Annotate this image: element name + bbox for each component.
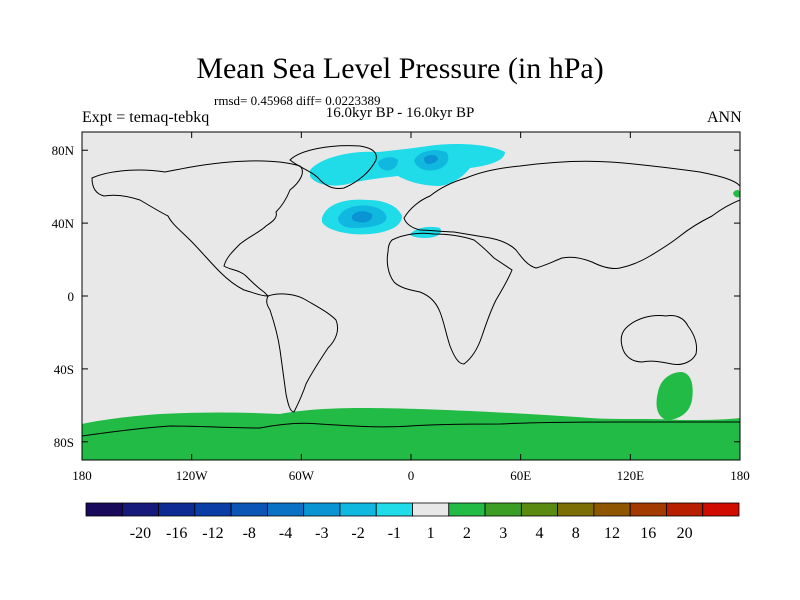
x-tick-label: 0 bbox=[408, 468, 415, 483]
colorbar-swatch bbox=[158, 502, 196, 517]
x-tick-label: 180 bbox=[730, 468, 750, 483]
colorbar-swatch bbox=[593, 502, 631, 517]
coastline-eurasia bbox=[403, 160, 740, 269]
colorbar-label: 4 bbox=[535, 525, 543, 542]
anomaly-south-indian bbox=[656, 372, 693, 420]
colorbar-swatch bbox=[557, 502, 595, 517]
colorbar-label: 3 bbox=[499, 525, 507, 542]
colorbar-swatch bbox=[520, 502, 559, 517]
colorbar-swatch bbox=[702, 502, 740, 517]
colorbar-label: 12 bbox=[604, 525, 620, 542]
colorbar-swatch bbox=[666, 502, 704, 517]
colorbar-swatch bbox=[629, 502, 667, 517]
colorbar-swatch bbox=[484, 502, 522, 517]
season-label: ANN bbox=[707, 109, 742, 126]
colorbar-swatch bbox=[85, 502, 123, 517]
coastline-antarctica bbox=[82, 421, 740, 437]
experiment-label: Expt = temaq-tebkq bbox=[82, 109, 210, 126]
colorbar-swatch bbox=[266, 502, 305, 517]
colorbar-swatch bbox=[230, 502, 268, 517]
colorbar-swatch bbox=[448, 502, 486, 517]
x-tick-label: 120E bbox=[617, 468, 645, 483]
period-text: 16.0kyr BP - 16.0kyr BP bbox=[325, 105, 475, 121]
colorbar-label: -16 bbox=[166, 525, 187, 542]
coastlines bbox=[82, 145, 740, 437]
colorbar-label: 8 bbox=[572, 525, 580, 542]
pressure-anomaly-fields bbox=[82, 144, 740, 460]
colorbar-label: -20 bbox=[130, 525, 151, 542]
colorbar: -20 -16 -12 -8 -4 -3 -2 -1 1 2 3 4 8 12 16 20 bbox=[85, 502, 740, 542]
colorbar-label: -12 bbox=[202, 525, 223, 542]
colorbar-swatch bbox=[412, 502, 450, 517]
x-axis-ticks: 180 120W 60W 0 60E 120E 180 bbox=[72, 132, 750, 483]
anomaly-atlantic-minimum bbox=[351, 211, 373, 223]
x-tick-label: 120W bbox=[176, 468, 209, 483]
colorbar-label: -1 bbox=[388, 525, 401, 542]
y-axis-ticks: 80N 40N 0 40S 80S bbox=[52, 143, 740, 450]
coastline-australia bbox=[620, 315, 697, 365]
anomaly-baffin-core bbox=[378, 157, 398, 171]
colorbar-label: 2 bbox=[463, 525, 471, 542]
map-background bbox=[82, 132, 740, 460]
anomaly-north-pacific-edge bbox=[733, 190, 740, 198]
colorbar-label: 20 bbox=[677, 525, 693, 542]
coastline-africa bbox=[386, 232, 513, 365]
colorbar-swatch bbox=[121, 502, 159, 517]
x-tick-label: 180 bbox=[72, 468, 92, 483]
map-title: Mean Sea Level Pressure (in hPa) bbox=[196, 52, 604, 85]
map-panel: 180 120W 60W 0 60E 120E 180 80N 40N 0 40S 80S bbox=[52, 131, 750, 483]
anomaly-southern-ocean bbox=[82, 408, 740, 460]
colorbar-label: 1 bbox=[427, 525, 435, 542]
colorbar-swatch bbox=[194, 502, 232, 517]
y-tick-label: 80N bbox=[52, 143, 75, 158]
anomaly-greenland-sea bbox=[310, 144, 505, 186]
colorbar-label: -4 bbox=[279, 525, 292, 542]
anomaly-nordic-minimum bbox=[424, 155, 438, 164]
colorbar-swatch bbox=[303, 502, 341, 517]
colorbar-swatch bbox=[339, 502, 377, 517]
x-tick-label: 60E bbox=[510, 468, 531, 483]
y-tick-label: 40N bbox=[52, 216, 75, 231]
coastline-north-america bbox=[91, 160, 303, 297]
y-tick-label: 0 bbox=[68, 289, 75, 304]
stats-text: rmsd= 0.45968 diff= 0.0223389 bbox=[214, 93, 381, 108]
coastline-south-america bbox=[266, 293, 339, 413]
colorbar-label: -3 bbox=[315, 525, 328, 542]
y-tick-label: 40S bbox=[54, 362, 74, 377]
colorbar-label: -8 bbox=[243, 525, 256, 542]
colorbar-label: -2 bbox=[351, 525, 364, 542]
colorbar-swatch bbox=[375, 502, 413, 517]
y-tick-label: 80S bbox=[54, 435, 74, 450]
x-tick-label: 60W bbox=[289, 468, 315, 483]
coastline-greenland bbox=[289, 145, 377, 189]
colorbar-label: 16 bbox=[640, 525, 656, 542]
